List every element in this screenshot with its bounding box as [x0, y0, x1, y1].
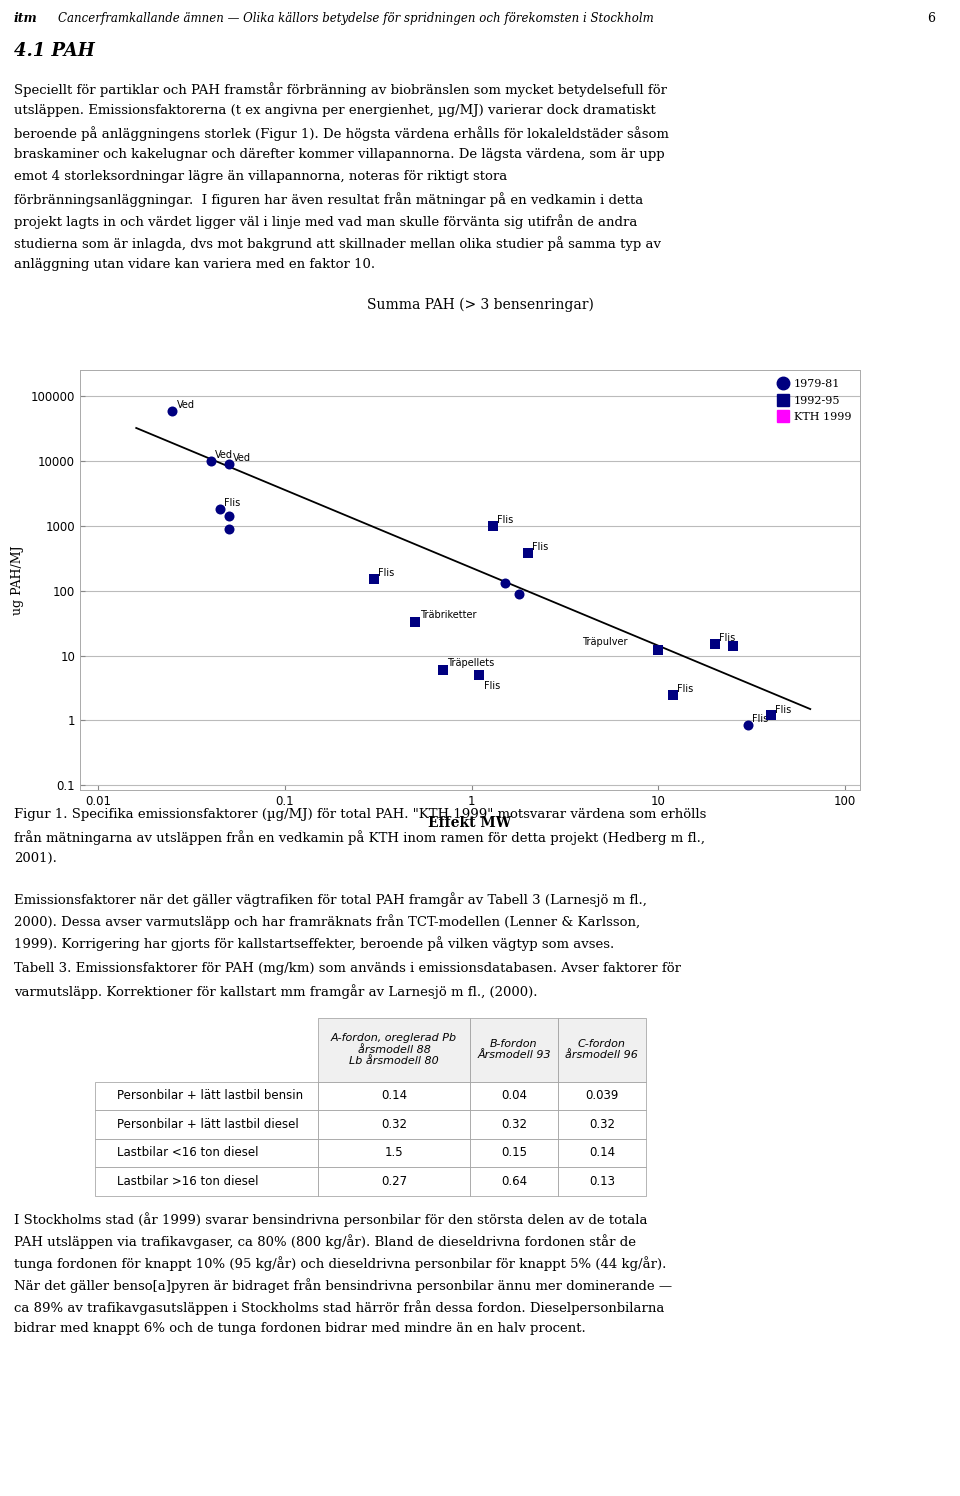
Text: Emissionsfaktorer när det gäller vägtrafiken för total PAH framgår av Tabell 3 (: Emissionsfaktorer när det gäller vägtraf…: [14, 892, 647, 907]
Text: Flis: Flis: [775, 705, 791, 715]
Text: emot 4 storleksordningar lägre än villapannorna, noteras för riktigt stora: emot 4 storleksordningar lägre än villap…: [14, 171, 507, 183]
Point: [49, 440, 64, 464]
Point: [740, 714, 756, 738]
Y-axis label: ug PAH/MJ: ug PAH/MJ: [11, 545, 24, 615]
Text: Ved: Ved: [215, 450, 232, 459]
Point: [49, 437, 64, 461]
Text: Flis: Flis: [719, 633, 735, 643]
Text: studierna som är inlagda, dvs mot bakgrund att skillnader mellan olika studier p: studierna som är inlagda, dvs mot bakgru…: [14, 236, 661, 251]
Legend: 1979-81, 1992-95, KTH 1999: 1979-81, 1992-95, KTH 1999: [774, 375, 854, 425]
Point: [763, 703, 779, 727]
Point: [212, 497, 228, 521]
Text: ca 89% av trafikavgasutsläppen i Stockholms stad härrör från dessa fordon. Diese: ca 89% av trafikavgasutsläppen i Stockho…: [14, 1300, 664, 1315]
Point: [512, 582, 527, 606]
Point: [485, 513, 500, 537]
Text: Träpulver: Träpulver: [582, 637, 628, 646]
Text: från mätningarna av utsläppen från en vedkamin på KTH inom ramen för detta proje: från mätningarna av utsläppen från en ve…: [14, 830, 705, 845]
Text: Flis: Flis: [752, 714, 768, 724]
Point: [520, 542, 536, 565]
Text: Speciellt för partiklar och PAH framstår förbränning av biobränslen som mycket b: Speciellt för partiklar och PAH framstår…: [14, 82, 667, 97]
Text: 1999). Korrigering har gjorts för kallstartseffekter, beroende på vilken vägtyp : 1999). Korrigering har gjorts för kallst…: [14, 936, 614, 951]
Text: varmutsläpp. Korrektioner för kallstart mm framgår av Larnesjö m fl., (2000).: varmutsläpp. Korrektioner för kallstart …: [14, 984, 538, 999]
Text: 2001).: 2001).: [14, 853, 57, 865]
Text: PAH utsläppen via trafikavgaser, ca 80% (800 kg/år). Bland de dieseldrivna fordo: PAH utsläppen via trafikavgaser, ca 80% …: [14, 1234, 636, 1249]
Text: itm: itm: [14, 12, 37, 25]
Text: Flis: Flis: [225, 498, 241, 509]
Point: [665, 682, 681, 706]
Point: [165, 399, 180, 423]
Point: [221, 516, 236, 540]
Point: [651, 639, 666, 663]
Text: bidrar med knappt 6% och de tunga fordonen bidrar med mindre än en halv procent.: bidrar med knappt 6% och de tunga fordon…: [14, 1322, 586, 1334]
Text: Träpellets: Träpellets: [447, 658, 494, 667]
Text: anläggning utan vidare kan variera med en faktor 10.: anläggning utan vidare kan variera med e…: [14, 257, 375, 271]
Text: Ved: Ved: [177, 401, 195, 410]
Text: Tabell 3. Emissionsfaktorer för PAH (mg/km) som används i emissionsdatabasen. Av: Tabell 3. Emissionsfaktorer för PAH (mg/…: [14, 962, 681, 975]
Text: 6: 6: [927, 12, 935, 25]
Text: tunga fordonen för knappt 10% (95 kg/år) och dieseldrivna personbilar för knappt: tunga fordonen för knappt 10% (95 kg/år)…: [14, 1257, 666, 1272]
Text: Ved: Ved: [233, 453, 251, 462]
Point: [497, 571, 513, 595]
Text: beroende på anläggningens storlek (Figur 1). De högsta värdena erhålls för lokal: beroende på anläggningens storlek (Figur…: [14, 126, 669, 141]
Point: [408, 610, 423, 634]
Text: 2000). Dessa avser varmutsläpp och har framräknats från TCT-modellen (Lenner & K: 2000). Dessa avser varmutsläpp och har f…: [14, 914, 640, 929]
Point: [725, 634, 740, 658]
Point: [707, 633, 722, 657]
Text: Flis: Flis: [678, 684, 694, 694]
Text: Flis: Flis: [484, 681, 500, 691]
Point: [367, 567, 382, 591]
Point: [221, 452, 236, 476]
Text: 4.1 PAH: 4.1 PAH: [14, 42, 95, 60]
Text: utsläppen. Emissionsfaktorerna (t ex angivna per energienhet, µg/MJ) varierar do: utsläppen. Emissionsfaktorerna (t ex ang…: [14, 105, 656, 117]
Text: När det gäller benso[a]pyren är bidraget från bensindrivna personbilar ännu mer : När det gäller benso[a]pyren är bidraget…: [14, 1278, 672, 1293]
Text: Cancerframkallande ämnen — Olika källors betydelse för spridningen och förekomst: Cancerframkallande ämnen — Olika källors…: [58, 12, 654, 25]
Text: förbränningsanläggningar.  I figuren har även resultat från mätningar på en vedk: förbränningsanläggningar. I figuren har …: [14, 191, 643, 206]
X-axis label: Effekt MW: Effekt MW: [428, 817, 512, 830]
Text: Flis: Flis: [497, 515, 514, 525]
Text: braskaminer och kakelugnar och därefter kommer villapannorna. De lägsta värdena,: braskaminer och kakelugnar och därefter …: [14, 148, 664, 162]
Point: [471, 663, 487, 687]
Text: Flis: Flis: [532, 542, 548, 552]
Text: Träbriketter: Träbriketter: [420, 610, 476, 619]
Text: Figur 1. Specifika emissionsfaktorer (µg/MJ) för total PAH. "KTH 1999" motsvarar: Figur 1. Specifika emissionsfaktorer (µg…: [14, 808, 707, 821]
Text: I Stockholms stad (år 1999) svarar bensindrivna personbilar för den största dele: I Stockholms stad (år 1999) svarar bensi…: [14, 1212, 647, 1227]
Point: [435, 658, 450, 682]
Text: Flis: Flis: [378, 568, 395, 579]
Text: Summa PAH (> 3 bensenringar): Summa PAH (> 3 bensenringar): [367, 298, 593, 313]
Text: projekt lagts in och värdet ligger väl i linje med vad man skulle förvänta sig u: projekt lagts in och värdet ligger väl i…: [14, 214, 637, 229]
Point: [203, 449, 218, 473]
Point: [221, 504, 236, 528]
